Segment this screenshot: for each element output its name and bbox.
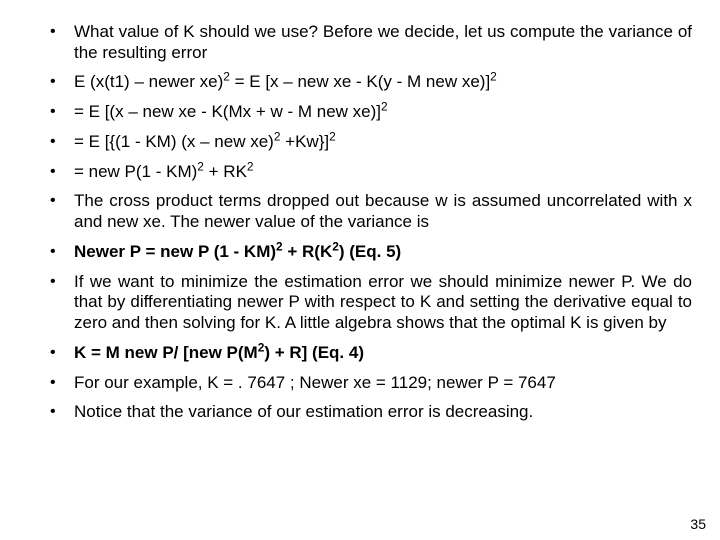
bullet-text: What value of K should we use? Before we…	[74, 22, 692, 62]
bullet-text: K = M new P/ [new P(M2) + R] (Eq. 4)	[74, 343, 364, 362]
bullet-item: = new P(1 - KM)2 + RK2	[28, 162, 692, 183]
bullet-item: Notice that the variance of our estimati…	[28, 402, 692, 423]
bullet-item: If we want to minimize the estimation er…	[28, 272, 692, 334]
bullet-item: K = M new P/ [new P(M2) + R] (Eq. 4)	[28, 343, 692, 364]
page-number: 35	[690, 516, 706, 532]
bullet-item: For our example, K = . 7647 ; Newer xe =…	[28, 373, 692, 394]
slide-page: What value of K should we use? Before we…	[0, 0, 720, 540]
bullet-list: What value of K should we use? Before we…	[28, 22, 692, 423]
bullet-text: Notice that the variance of our estimati…	[74, 402, 533, 421]
bullet-text: If we want to minimize the estimation er…	[74, 272, 692, 332]
bullet-item: The cross product terms dropped out beca…	[28, 191, 692, 232]
bullet-item: E (x(t1) – newer xe)2 = E [x – new xe - …	[28, 72, 692, 93]
bullet-text: For our example, K = . 7647 ; Newer xe =…	[74, 373, 556, 392]
bullet-item: What value of K should we use? Before we…	[28, 22, 692, 63]
bullet-text: E (x(t1) – newer xe)2 = E [x – new xe - …	[74, 72, 497, 91]
bullet-text: Newer P = new P (1 - KM)2 + R(K2) (Eq. 5…	[74, 242, 401, 261]
bullet-item: = E [{(1 - KM) (x – new xe)2 +Kw}]2	[28, 132, 692, 153]
bullet-item: = E [(x – new xe - K(Mx + w - M new xe)]…	[28, 102, 692, 123]
bullet-text: The cross product terms dropped out beca…	[74, 191, 692, 231]
bullet-text: = E [(x – new xe - K(Mx + w - M new xe)]…	[74, 102, 388, 121]
bullet-item: Newer P = new P (1 - KM)2 + R(K2) (Eq. 5…	[28, 242, 692, 263]
bullet-text: = new P(1 - KM)2 + RK2	[74, 162, 254, 181]
bullet-text: = E [{(1 - KM) (x – new xe)2 +Kw}]2	[74, 132, 336, 151]
